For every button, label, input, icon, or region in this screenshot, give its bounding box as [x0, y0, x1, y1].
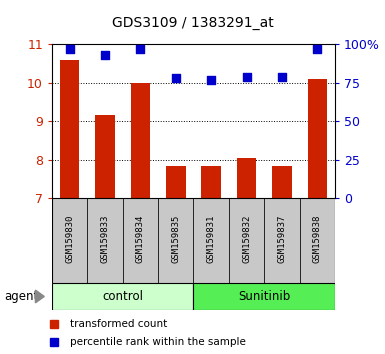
Text: percentile rank within the sample: percentile rank within the sample: [70, 337, 246, 347]
Bar: [229, 198, 264, 283]
Text: GSM159835: GSM159835: [171, 215, 180, 263]
Bar: [264, 198, 300, 283]
Text: GSM159831: GSM159831: [207, 215, 216, 263]
Point: [67, 46, 73, 52]
Point: [243, 74, 249, 79]
Bar: [52, 283, 193, 310]
Text: GSM159832: GSM159832: [242, 215, 251, 263]
Bar: [87, 198, 123, 283]
Bar: [193, 283, 335, 310]
Bar: [158, 198, 193, 283]
Point: [208, 77, 214, 82]
Bar: [193, 198, 229, 283]
Text: GSM159837: GSM159837: [277, 215, 286, 263]
Text: transformed count: transformed count: [70, 319, 168, 329]
Text: GSM159833: GSM159833: [100, 215, 110, 263]
Point: [314, 46, 320, 52]
Point: [173, 75, 179, 81]
Bar: [201, 166, 221, 198]
Text: GSM159830: GSM159830: [65, 215, 74, 263]
Bar: [308, 79, 327, 198]
Bar: [166, 166, 186, 198]
Text: agent: agent: [4, 290, 38, 303]
Text: GSM159838: GSM159838: [313, 215, 322, 263]
Text: GSM159834: GSM159834: [136, 215, 145, 263]
Bar: [52, 198, 87, 283]
Text: control: control: [102, 290, 143, 303]
Bar: [60, 59, 79, 198]
Bar: [300, 198, 335, 283]
Point: [102, 52, 108, 58]
Text: Sunitinib: Sunitinib: [238, 290, 290, 303]
Point: [137, 46, 144, 52]
Bar: [131, 83, 150, 198]
Text: GDS3109 / 1383291_at: GDS3109 / 1383291_at: [112, 16, 273, 30]
Point: [279, 74, 285, 79]
Bar: [237, 158, 256, 198]
Bar: [95, 115, 115, 198]
Bar: [272, 166, 291, 198]
Bar: [123, 198, 158, 283]
